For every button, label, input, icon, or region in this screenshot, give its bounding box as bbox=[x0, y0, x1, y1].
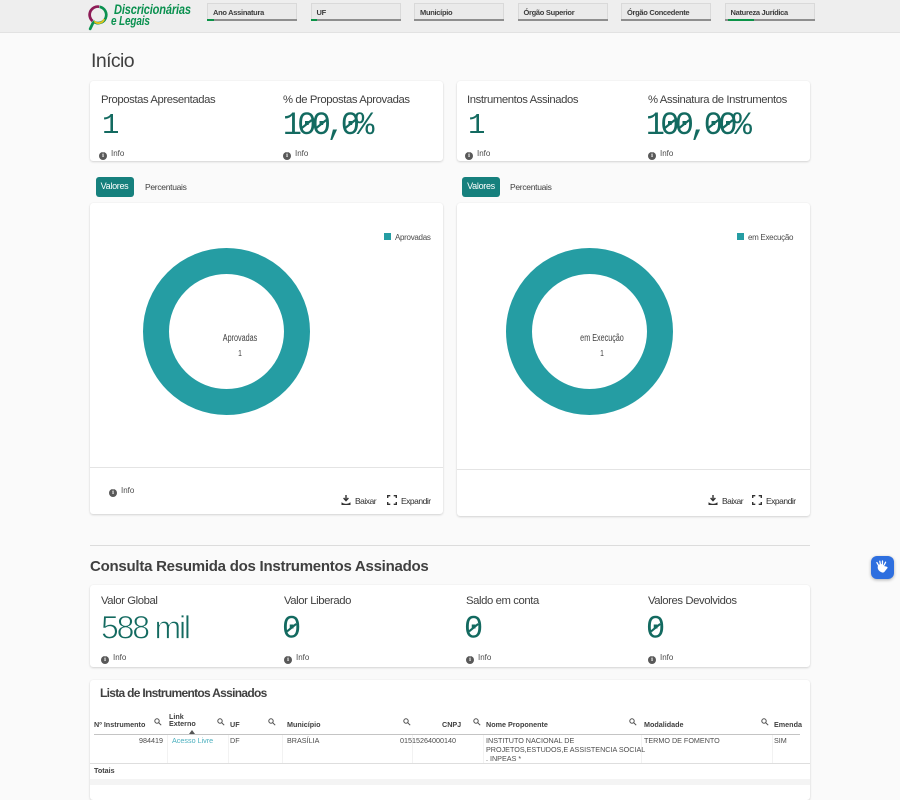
svg-text:100,0%: 100,0% bbox=[283, 107, 376, 144]
svg-text:588 mil: 588 mil bbox=[101, 610, 189, 646]
svg-text:100,00%: 100,00% bbox=[646, 107, 753, 144]
